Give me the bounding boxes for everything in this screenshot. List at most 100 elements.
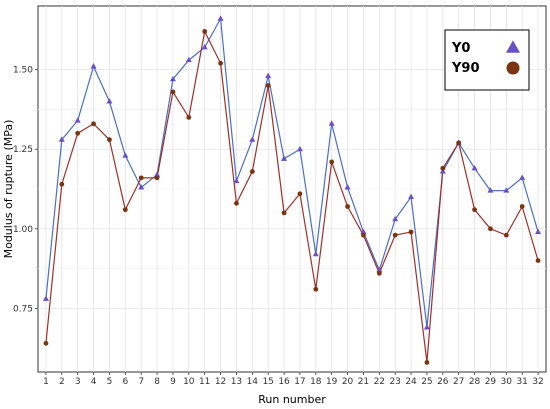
point-y0	[90, 63, 97, 69]
point-y0	[74, 117, 81, 123]
point-y90	[43, 340, 49, 346]
x-tick-label: 24	[405, 377, 417, 387]
x-tick-label: 32	[532, 377, 543, 387]
point-y0	[328, 120, 335, 126]
point-y0	[535, 228, 542, 235]
point-y0	[408, 193, 415, 200]
point-y0	[201, 44, 208, 50]
legend-triangle-icon	[506, 40, 520, 53]
point-y0	[296, 145, 303, 152]
x-tick-label: 13	[231, 377, 242, 387]
point-y0	[423, 324, 430, 330]
point-y0	[392, 215, 399, 222]
x-tick-label: 29	[485, 377, 497, 387]
legend-label-y0: Y0	[451, 41, 470, 56]
x-tick-label: 27	[453, 377, 464, 387]
x-tick-label: 4	[91, 377, 97, 387]
point-y90	[265, 83, 271, 88]
series-layer	[42, 15, 542, 365]
point-y90	[122, 207, 128, 213]
series-line-y90	[45, 29, 539, 363]
point-y0	[106, 98, 113, 104]
point-y0	[312, 250, 319, 257]
point-y90	[138, 175, 144, 181]
x-tick-label: 6	[122, 377, 128, 387]
point-y90	[313, 286, 319, 292]
point-y90	[59, 181, 65, 187]
x-tick-label: 20	[342, 377, 354, 387]
point-y90	[376, 270, 382, 276]
x-tick-label: 7	[138, 377, 144, 387]
y-tick-label: 0.75	[13, 304, 33, 314]
x-tick-label: 10	[183, 377, 195, 387]
x-axis-title: Run number	[258, 393, 326, 406]
x-tick-label: 15	[262, 377, 273, 387]
x-tick-label: 31	[516, 377, 527, 387]
y-tick-label: 1.25	[13, 145, 33, 155]
x-tick-label: 17	[294, 377, 305, 387]
point-y90	[408, 229, 414, 235]
x-tick-label: 26	[437, 377, 449, 387]
point-y0	[233, 177, 240, 184]
x-tick-label: 16	[278, 377, 290, 387]
x-tick-label: 2	[59, 377, 65, 387]
x-tick-label: 12	[215, 377, 226, 387]
point-y0	[154, 171, 161, 177]
x-tick-label: 19	[326, 377, 338, 387]
y-tick-label: 1.50	[13, 66, 33, 76]
point-y0	[185, 56, 192, 63]
point-y0	[169, 75, 176, 82]
legend-box	[444, 29, 530, 91]
point-y90	[281, 210, 287, 216]
x-tick-label: 14	[247, 377, 259, 387]
legend-circle-icon	[506, 61, 520, 75]
point-y90	[234, 200, 239, 206]
x-tick-label: 23	[389, 377, 400, 387]
point-y90	[297, 191, 303, 197]
point-y0	[471, 164, 478, 171]
point-y0	[42, 295, 49, 301]
x-tick-label: 28	[469, 377, 481, 387]
point-y90	[440, 165, 446, 171]
point-y0	[487, 187, 494, 193]
point-y0	[122, 152, 129, 158]
x-axis: 1 2 3 4 5 6 7 8 9 10 11 12 13 14 15 16 17 18 19 20 21 22 23 24 2…	[43, 372, 544, 387]
point-y90	[345, 204, 350, 209]
x-tick-label: 5	[107, 377, 113, 387]
point-y0	[138, 184, 145, 190]
point-y0	[519, 174, 526, 180]
point-y90	[202, 29, 208, 34]
x-tick-label: 9	[170, 377, 176, 387]
x-tick-label: 11	[199, 377, 210, 387]
point-y90	[503, 232, 509, 238]
point-y90	[154, 175, 160, 181]
point-y0	[265, 72, 272, 79]
x-tick-label: 1	[43, 377, 49, 387]
point-y90	[488, 226, 493, 232]
point-y90	[472, 207, 477, 213]
y-axis-title: Modulus of rupture (MPa)	[2, 120, 15, 259]
point-y90	[75, 130, 81, 136]
point-y90	[361, 232, 366, 238]
point-y90	[424, 360, 430, 365]
point-y0	[217, 15, 224, 21]
point-y0	[281, 155, 288, 161]
point-y90	[392, 232, 398, 238]
x-tick-label: 21	[358, 377, 369, 387]
point-y90	[249, 169, 255, 174]
x-tick-label: 3	[75, 377, 81, 387]
point-y90	[329, 159, 335, 165]
point-y90	[170, 89, 176, 95]
x-tick-label: 22	[374, 377, 385, 387]
point-y0	[249, 136, 256, 142]
y-axis: 0.75 1.00 1.25 1.50	[13, 66, 38, 314]
point-y0	[344, 184, 351, 190]
x-tick-label: 25	[421, 377, 432, 387]
point-y0	[503, 187, 510, 193]
point-y0	[360, 228, 367, 235]
y-tick-label: 1.00	[13, 225, 33, 235]
point-y90	[519, 204, 525, 209]
